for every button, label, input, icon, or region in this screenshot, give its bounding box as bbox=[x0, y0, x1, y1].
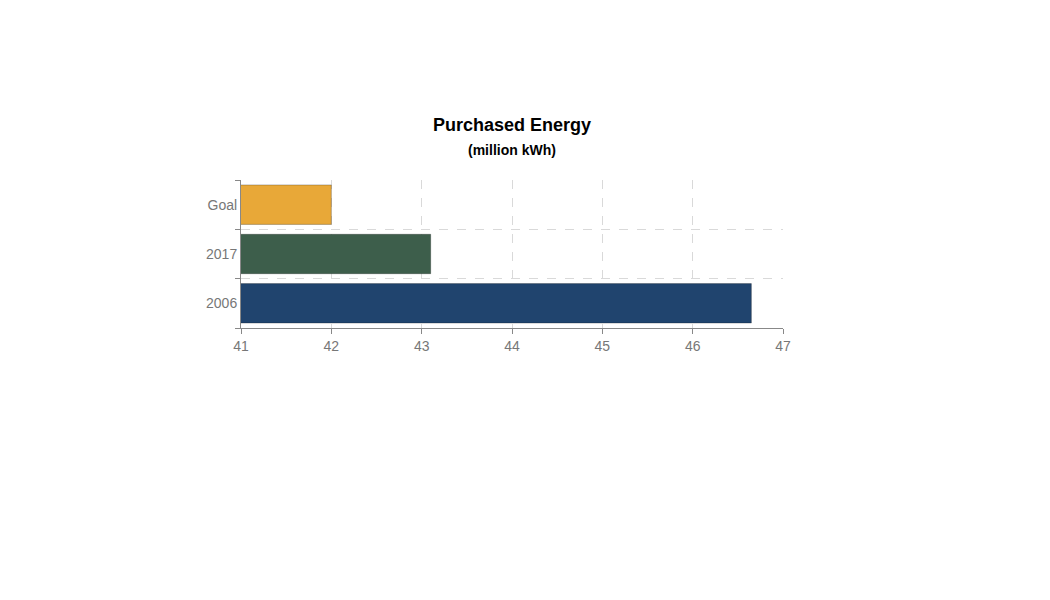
svg-text:44: 44 bbox=[504, 338, 520, 354]
svg-text:43: 43 bbox=[414, 338, 430, 354]
svg-text:47: 47 bbox=[775, 338, 791, 354]
svg-text:2006: 2006 bbox=[206, 295, 237, 311]
svg-text:46: 46 bbox=[685, 338, 701, 354]
svg-text:(million kWh): (million kWh) bbox=[468, 142, 556, 158]
svg-text:45: 45 bbox=[595, 338, 611, 354]
svg-text:41: 41 bbox=[233, 338, 249, 354]
svg-text:Goal: Goal bbox=[208, 197, 238, 213]
svg-text:Purchased Energy: Purchased Energy bbox=[433, 115, 591, 135]
svg-text:42: 42 bbox=[324, 338, 340, 354]
svg-text:2017: 2017 bbox=[206, 246, 237, 262]
